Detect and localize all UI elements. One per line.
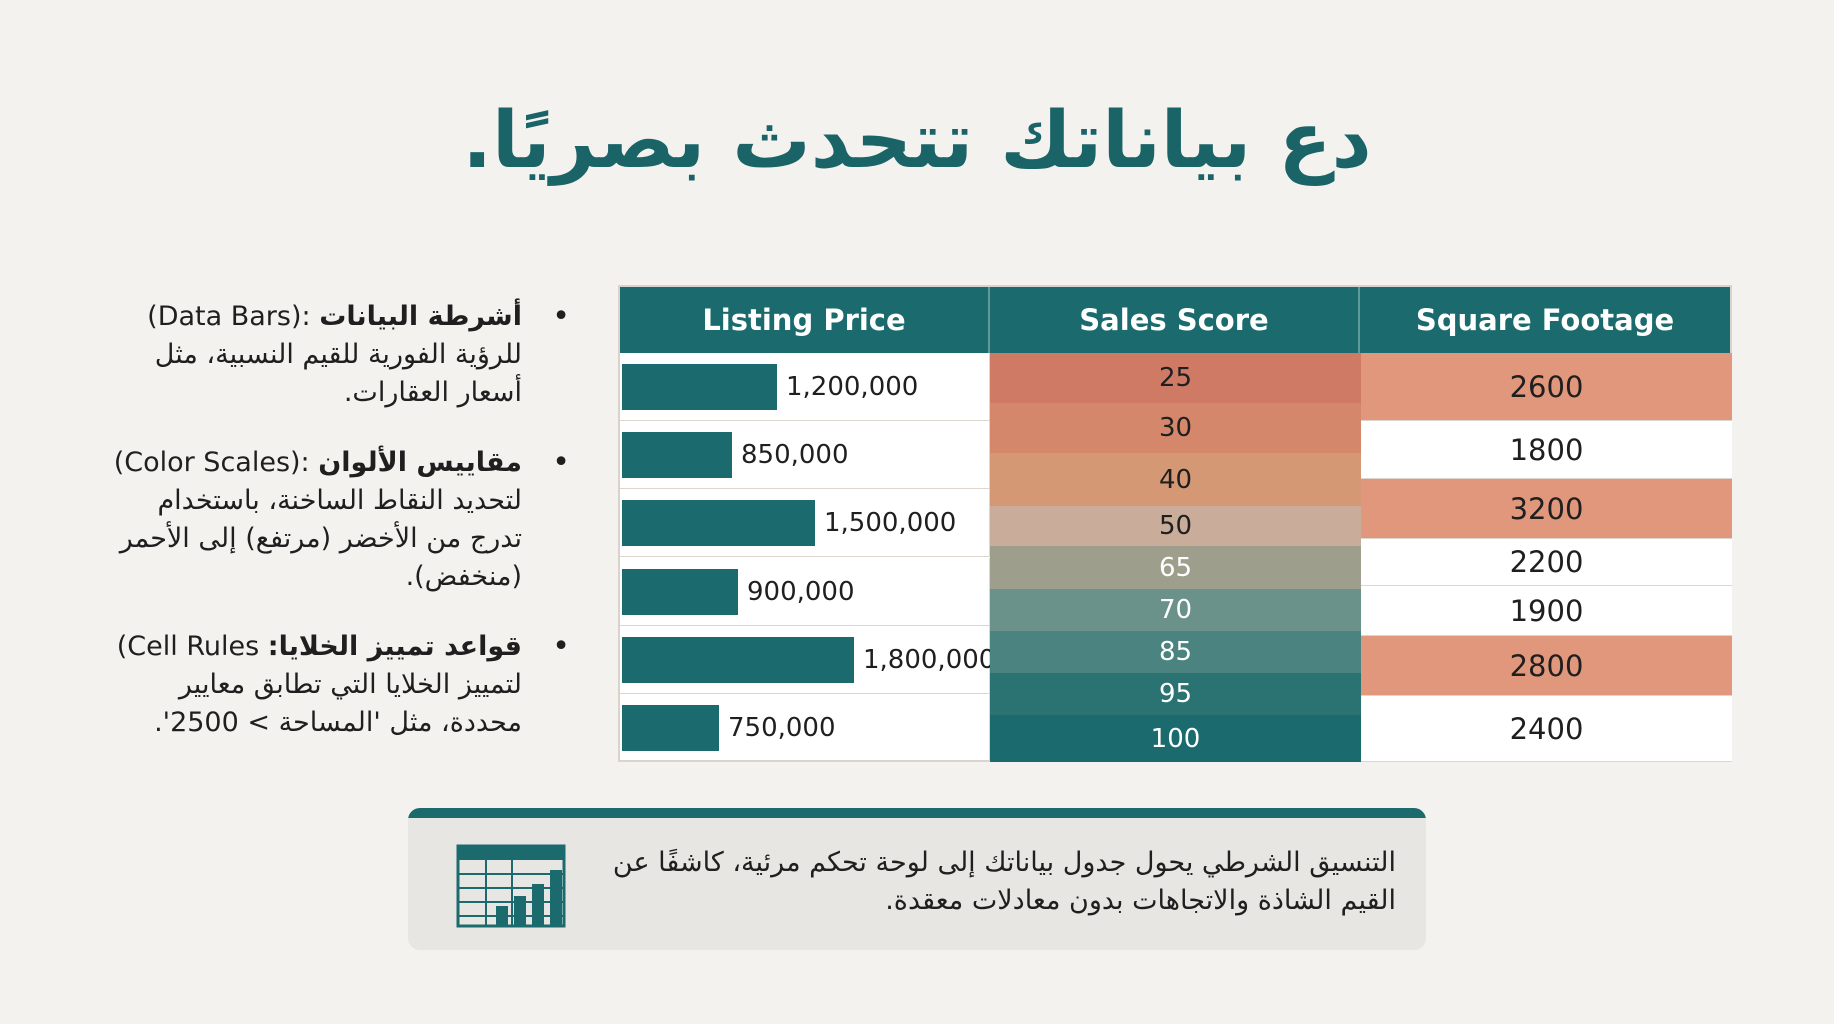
price-row: 900,000 xyxy=(620,557,990,626)
score-cell: 50 xyxy=(990,506,1361,546)
price-data-bar xyxy=(622,704,719,751)
score-cell: 100 xyxy=(990,715,1361,762)
bullet-color-scales: مقاييس الألوان (Color Scales): لتحديد ال… xyxy=(100,444,570,596)
price-row: 1,800,000 xyxy=(620,625,995,694)
bullet-term: (Color Scales): xyxy=(113,447,310,478)
price-value: 1,200,000 xyxy=(786,372,919,402)
card-accent-bar xyxy=(408,808,1426,818)
price-row: 1,200,000 xyxy=(620,353,990,422)
table-header: Listing Price Sales Score Square Footage xyxy=(620,287,1730,353)
price-data-bar xyxy=(622,500,815,547)
header-listing-price: Listing Price xyxy=(620,287,990,353)
price-row: 850,000 xyxy=(620,421,990,490)
price-data-bar xyxy=(622,636,854,683)
bullet-text: للرؤية الفورية للقيم النسبية، مثل أسعار … xyxy=(154,339,522,408)
bullet-term: (Data Bars): xyxy=(147,301,311,332)
score-cell: 40 xyxy=(990,453,1361,506)
price-value: 850,000 xyxy=(741,440,849,471)
summary-card: التنسيق الشرطي يحول جدول بياناتك إلى لوح… xyxy=(408,808,1426,950)
score-cell: 95 xyxy=(990,673,1361,715)
price-value: 1,800,000 xyxy=(863,644,996,675)
score-cell: 25 xyxy=(990,353,1361,403)
price-value: 900,000 xyxy=(747,576,855,607)
price-data-bar xyxy=(622,432,732,479)
bullet-title: مقاييس الألوان xyxy=(318,447,522,478)
bullet-title: قواعد تمييز الخلايا: xyxy=(267,631,522,662)
sqft-cell: 2400 xyxy=(1361,696,1732,762)
conditional-format-table: Listing Price Sales Score Square Footage… xyxy=(618,285,1732,762)
bullet-data-bars: أشرطة البيانات (Data Bars): للرؤية الفور… xyxy=(100,298,570,412)
sqft-cell: 2600 xyxy=(1361,353,1732,421)
bullet-title: أشرطة البيانات xyxy=(319,301,522,332)
bullet-cell-rules: قواعد تمييز الخلايا: Cell Rules) لتمييز … xyxy=(100,628,570,742)
sqft-cell: 2800 xyxy=(1361,636,1732,696)
bullet-list: أشرطة البيانات (Data Bars): للرؤية الفور… xyxy=(100,298,570,774)
sales-score-column: 25 30 40 50 65 70 85 95 100 xyxy=(990,353,1361,762)
score-cell: 70 xyxy=(990,589,1361,631)
header-sales-score: Sales Score xyxy=(990,287,1360,353)
price-value: 750,000 xyxy=(728,712,836,743)
spreadsheet-chart-icon xyxy=(456,844,566,928)
square-footage-column: 2600 1800 3200 2200 1900 2800 2400 xyxy=(1361,353,1732,762)
price-data-bar xyxy=(622,364,777,411)
sqft-cell: 1900 xyxy=(1361,586,1732,636)
page-title: دع بياناتك تتحدث بصريًا. xyxy=(462,96,1372,186)
price-data-bar xyxy=(622,568,738,615)
summary-text: التنسيق الشرطي يحول جدول بياناتك إلى لوح… xyxy=(612,847,1396,916)
bullet-text: لتحديد النقاط الساخنة، باستخدام تدرج من … xyxy=(119,485,522,592)
sqft-cell: 2200 xyxy=(1361,539,1732,586)
bullet-text: لتمييز الخلايا التي تطابق معايير محددة، … xyxy=(154,669,522,738)
score-cell: 65 xyxy=(990,546,1361,589)
price-row: 1,500,000 xyxy=(620,489,990,558)
listing-price-column: 1,200,000 850,000 1,500,000 900,000 1,800,00… xyxy=(620,353,995,762)
sqft-cell: 3200 xyxy=(1361,479,1732,539)
sqft-cell: 1800 xyxy=(1361,421,1732,479)
price-value: 1,500,000 xyxy=(824,508,957,539)
price-row: 750,000 xyxy=(620,693,990,762)
bullet-term: Cell Rules) xyxy=(116,631,260,662)
score-cell: 85 xyxy=(990,631,1361,673)
score-cell: 30 xyxy=(990,403,1361,453)
header-square-footage: Square Footage xyxy=(1360,287,1730,353)
